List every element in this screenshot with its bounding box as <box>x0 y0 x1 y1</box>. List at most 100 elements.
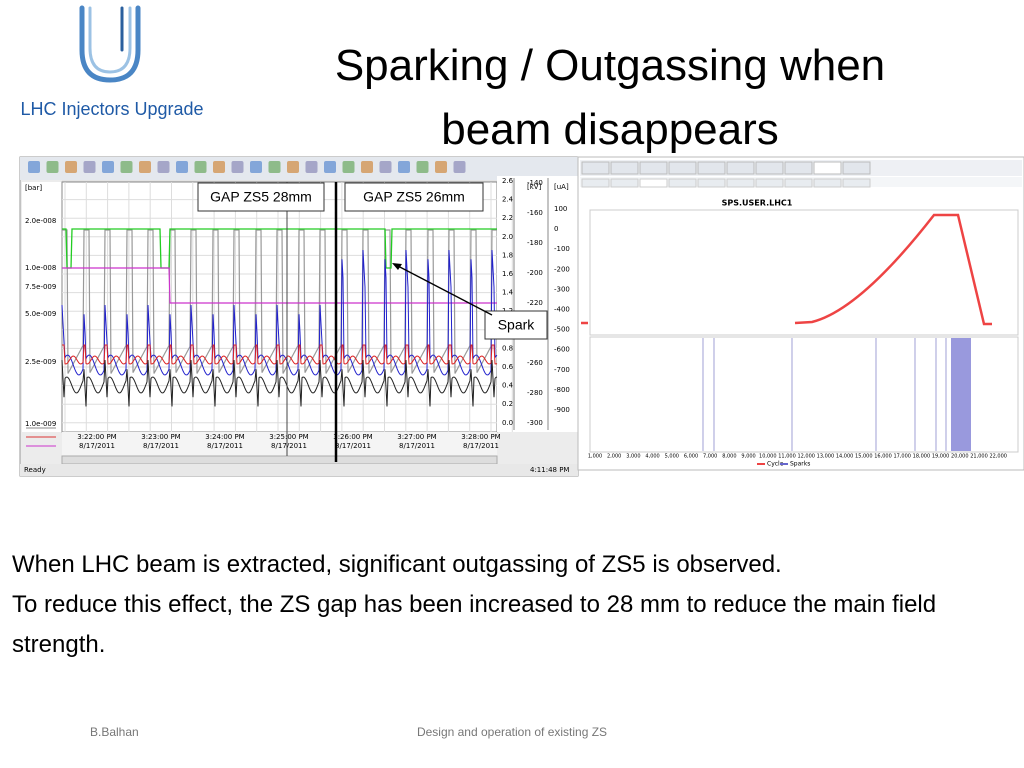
toolbar-icon <box>361 161 373 173</box>
kv-axis-label: 1.8 <box>502 251 513 259</box>
logo-arc <box>88 6 132 74</box>
x-axis-time: 3:22:00 PM <box>77 433 116 441</box>
x-axis-label: 11,000 <box>778 454 796 460</box>
x-axis-label: 2,000 <box>607 454 621 460</box>
tab <box>697 178 726 188</box>
kv-axis-label: 2.2 <box>502 214 513 222</box>
x-axis-date: 8/17/2011 <box>79 442 115 450</box>
status-clock: 4:11:48 PM <box>530 466 569 474</box>
body-text: When LHC beam is extracted, significant … <box>12 545 1017 665</box>
right-screenshot <box>577 156 1024 471</box>
ua-axis-label: -500 <box>554 326 570 334</box>
x-axis-panel <box>62 432 497 456</box>
tab <box>842 161 871 175</box>
slide-title: Sparking / Outgassing when beam disappear… <box>335 41 885 154</box>
x-axis-date: 8/17/2011 <box>463 442 499 450</box>
toolbar-icon <box>120 161 133 173</box>
kv-axis-label: 2.6 <box>502 177 514 185</box>
x-axis-label: 19,000 <box>932 454 950 460</box>
tab <box>581 161 610 175</box>
trace-black <box>61 359 498 407</box>
y-axis-label: 2.0e-008 <box>25 217 56 225</box>
ua-axis-label: -600 <box>554 346 570 354</box>
x-axis-time: 3:25:00 PM <box>269 433 308 441</box>
trace-gray <box>62 229 497 374</box>
toolbar-icon <box>379 161 392 173</box>
y-axis-label: 1.0e-008 <box>25 264 56 272</box>
toolbar-icon <box>305 161 318 173</box>
annotation-arrow <box>395 264 493 316</box>
y-axis-label: 5.0e-009 <box>25 310 56 318</box>
x-axis-label: 16,000 <box>874 454 892 460</box>
ua-axis-label: -300 <box>554 285 570 293</box>
toolbar-icon <box>102 161 114 173</box>
ua-axis-label: -900 <box>554 406 570 414</box>
toolbar-icon <box>139 161 151 173</box>
x-axis-time: 3:23:00 PM <box>141 433 180 441</box>
x-axis-label: 9,000 <box>741 454 755 460</box>
mid-axis-label: -160 <box>527 209 543 217</box>
tab <box>813 178 842 188</box>
x-axis-label: 4,000 <box>645 454 659 460</box>
x-axis-label: 17,000 <box>893 454 911 460</box>
trace-green <box>62 228 497 269</box>
annotation-text: GAP ZS5 28mm <box>210 189 312 205</box>
tab <box>697 161 726 175</box>
x-axis-date: 8/17/2011 <box>399 442 435 450</box>
axis-unit: [kV] <box>527 183 542 191</box>
upper-plot <box>589 209 1019 336</box>
axis-unit: [uA] <box>554 183 569 191</box>
toolbar-icon <box>176 161 188 173</box>
x-axis-label: 7,000 <box>703 454 717 460</box>
ua-axis-label: 0 <box>554 225 558 233</box>
annotation-text: Spark <box>498 317 536 333</box>
x-axis-time: 3:24:00 PM <box>205 433 244 441</box>
x-axis-label: 3,000 <box>626 454 640 460</box>
tab <box>726 161 755 175</box>
mid-axis-label: -220 <box>527 299 543 307</box>
ua-axis-label: -100 <box>554 245 570 253</box>
footer-topic: Design and operation of existing ZS <box>417 725 607 739</box>
toolbar-icon <box>83 161 96 173</box>
tab <box>755 161 784 175</box>
toolbar-icon <box>46 161 59 173</box>
toolbar-icon <box>157 161 170 173</box>
mid-axis-label: -300 <box>527 419 543 427</box>
tab <box>610 178 639 188</box>
arrow-head <box>392 263 402 270</box>
title-line: Sparking / Outgassing when <box>335 41 885 90</box>
tab <box>842 178 871 188</box>
annotation-box <box>344 182 484 212</box>
x-axis-label: 13,000 <box>817 454 835 460</box>
toolbar-icon <box>453 161 466 173</box>
x-axis-date: 8/17/2011 <box>143 442 179 450</box>
y-axis-label: [bar] <box>25 184 42 192</box>
trace-magenta <box>62 267 497 304</box>
y-axis-label: 1.0e-009 <box>25 420 56 428</box>
tab <box>755 178 784 188</box>
x-axis-label: 5,000 <box>665 454 679 460</box>
ua-axis-label: -800 <box>554 386 570 394</box>
x-axis-label: 21,000 <box>970 454 988 460</box>
kv-axis-label: 2.4 <box>502 196 514 204</box>
x-axis-label: 15,000 <box>855 454 873 460</box>
logo <box>79 5 141 83</box>
mid-axis-label: -260 <box>527 359 543 367</box>
tab <box>668 161 697 175</box>
kv-axis-label: 0.6 <box>502 363 514 371</box>
kv-axis-label: 1.4 <box>502 289 514 297</box>
x-axis-date: 8/17/2011 <box>207 442 243 450</box>
annotation-box <box>197 182 325 212</box>
status-text: Ready <box>24 466 46 474</box>
ua-axis-label: -400 <box>554 306 570 314</box>
tab <box>581 178 610 188</box>
toolbar-icon <box>28 161 40 173</box>
logo-arc <box>79 5 141 83</box>
trace-red <box>62 344 498 365</box>
x-axis-label: 1,000 <box>588 454 602 460</box>
cycle-curve <box>581 213 992 326</box>
mid-axis-label: -180 <box>527 239 543 247</box>
right-axis-panel <box>497 176 578 432</box>
